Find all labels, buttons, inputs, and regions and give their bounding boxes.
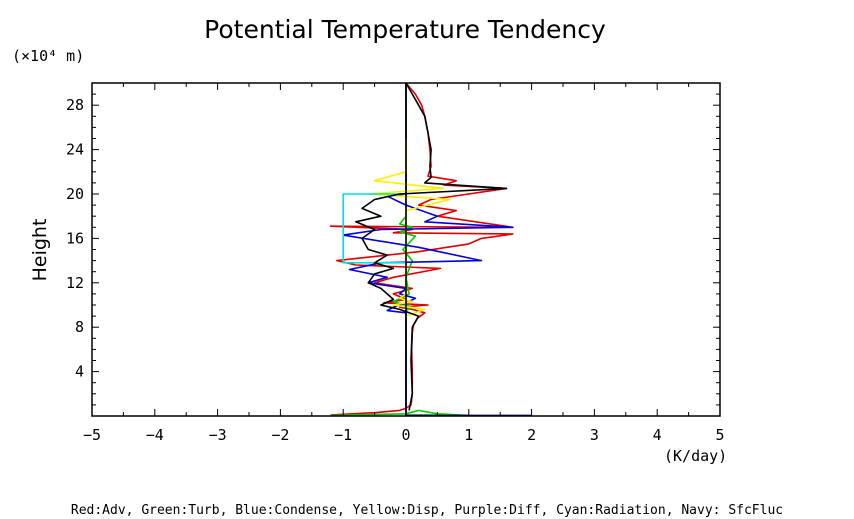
y-tick-label: 24 [66,141,84,159]
y-tick-label: 16 [66,229,84,247]
x-tick-label: −5 [83,426,101,444]
y-axis-label: Height [29,219,51,282]
x-tick-label: 3 [590,426,599,444]
y-tick-label: 28 [66,96,84,114]
y-tick-label: 12 [66,274,84,292]
x-tick-label: −2 [271,426,289,444]
y-tick-label: 8 [75,318,84,336]
x-tick-label: 1 [464,426,473,444]
y-tick-label: 20 [66,185,84,203]
legend-caption: Red:Adv, Green:Turb, Blue:Condense, Yell… [71,503,783,518]
x-tick-label: −1 [334,426,352,444]
series-total-line [355,82,508,411]
y-unit-label: (×10⁴ m) [12,47,84,65]
x-tick-label: 2 [527,426,536,444]
x-unit-label: (K/day) [664,447,727,465]
series-adv-line [329,82,514,416]
x-tick-label: 0 [401,426,410,444]
x-tick-label: −3 [209,426,227,444]
x-tick-label: 4 [653,426,662,444]
x-tick-label: −4 [146,426,164,444]
x-tick-label: 5 [715,426,724,444]
series-turb-line [330,83,470,417]
chart-title: Potential Temperature Tendency [204,15,606,44]
y-tick-label: 4 [75,363,84,381]
series-layer [329,82,532,417]
